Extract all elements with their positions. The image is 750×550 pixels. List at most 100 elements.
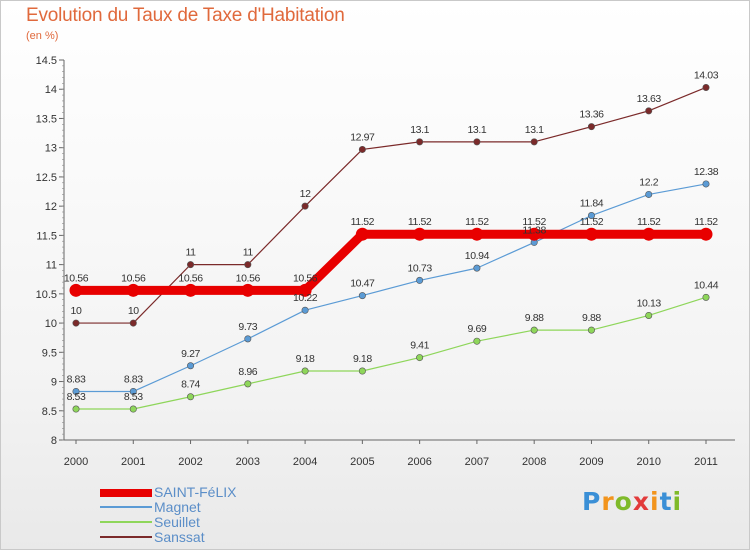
- data-label: 13.1: [467, 124, 486, 136]
- data-label: 9.69: [467, 323, 486, 335]
- data-point: [702, 83, 710, 91]
- y-tick-label: 11: [46, 260, 57, 272]
- y-tick-label: 14.5: [36, 55, 57, 67]
- data-point: [584, 227, 598, 241]
- data-label: 8.53: [67, 391, 86, 403]
- logo-letter: t: [659, 487, 673, 516]
- legend-item-seuillet: Seuillet: [100, 514, 300, 531]
- y-tick-label: 11.5: [36, 230, 57, 242]
- data-point: [241, 283, 255, 297]
- y-tick-label: 9: [51, 377, 57, 389]
- x-tick-label: 2002: [178, 456, 202, 468]
- data-point: [413, 227, 427, 241]
- data-label: 10.47: [350, 278, 375, 290]
- y-tick-label: 12: [45, 201, 57, 213]
- x-tick-label: 2004: [293, 456, 317, 468]
- data-label: 10.22: [293, 292, 318, 304]
- x-tick-label: 2005: [350, 456, 374, 468]
- data-label: 11.52: [408, 216, 432, 228]
- data-point: [298, 283, 312, 297]
- data-point: [530, 138, 538, 146]
- logo-letter: o: [614, 487, 633, 516]
- y-tick-label: 9.5: [42, 347, 57, 359]
- legend-item-sanssat: Sanssat: [100, 529, 300, 546]
- data-label: 9.18: [353, 353, 372, 365]
- data-label: 10.56: [178, 272, 203, 284]
- data-label: 10.13: [637, 297, 662, 309]
- y-tick-label: 8.5: [42, 406, 57, 418]
- x-tick-label: 2006: [407, 456, 431, 468]
- data-point: [72, 319, 80, 327]
- data-point: [301, 306, 309, 314]
- data-label: 9.18: [296, 353, 315, 365]
- y-tick-label: 12.5: [36, 172, 57, 184]
- data-point: [587, 212, 595, 220]
- data-point: [527, 227, 541, 241]
- data-label: 11: [185, 247, 196, 259]
- data-label: 12.97: [350, 131, 375, 143]
- data-label: 10.56: [236, 272, 261, 284]
- y-tick-label: 8: [51, 435, 57, 447]
- data-point: [645, 107, 653, 115]
- legend-label-seuillet: Seuillet: [154, 514, 200, 530]
- data-point: [129, 387, 137, 395]
- data-label: 11.52: [465, 216, 489, 228]
- data-point: [473, 264, 481, 272]
- data-point: [129, 319, 137, 327]
- proxiti-logo: Proxiti: [582, 487, 682, 516]
- data-label: 12.2: [639, 176, 658, 188]
- data-point: [416, 138, 424, 146]
- data-point: [645, 311, 653, 319]
- data-label: 13.1: [525, 124, 544, 136]
- data-point: [244, 335, 252, 343]
- data-point: [530, 326, 538, 334]
- data-label: 10.56: [293, 272, 318, 284]
- data-point: [69, 283, 83, 297]
- data-point: [702, 293, 710, 301]
- data-label: 11.52: [522, 216, 546, 228]
- legend-item-saint-felix: SAINT-FéLIX: [100, 484, 300, 501]
- y-tick-label: 13.5: [36, 113, 57, 125]
- data-label: 9.27: [181, 348, 200, 360]
- data-point: [244, 261, 252, 269]
- legend-swatch-sanssat: [100, 536, 152, 538]
- series-line: [75, 183, 707, 393]
- data-label: 9.88: [525, 312, 544, 324]
- data-point: [187, 362, 195, 370]
- data-point: [301, 367, 309, 375]
- x-tick-label: 2001: [121, 456, 145, 468]
- series-line: [71, 229, 711, 295]
- series-line: [75, 296, 707, 410]
- x-tick-label: 2011: [694, 456, 718, 468]
- data-point: [301, 202, 309, 210]
- data-label: 11.52: [637, 216, 661, 228]
- data-point: [587, 123, 595, 131]
- data-label: 14.03: [694, 69, 719, 81]
- legend-item-magnet: Magnet: [100, 499, 300, 516]
- data-point: [587, 326, 595, 334]
- data-point: [244, 380, 252, 388]
- data-label: 11.84: [580, 198, 604, 210]
- data-label: 11.52: [694, 216, 718, 228]
- data-point: [699, 227, 713, 241]
- data-label: 11: [243, 247, 254, 259]
- data-label: 10.94: [465, 250, 490, 262]
- data-label: 11.52: [580, 216, 604, 228]
- data-label: 8.96: [238, 366, 257, 378]
- data-point: [642, 227, 656, 241]
- data-point: [358, 367, 366, 375]
- y-tick-label: 10: [45, 318, 57, 330]
- legend-swatch-saint-felix: [100, 489, 152, 497]
- data-point: [184, 283, 198, 297]
- legend-swatch-seuillet: [100, 521, 152, 523]
- data-label: 9.41: [410, 340, 429, 352]
- data-label: 10: [71, 305, 82, 317]
- legend-label-saint-felix: SAINT-FéLIX: [154, 484, 237, 500]
- logo-letter: i: [650, 487, 660, 516]
- chart-title: Evolution du Taux de Taxe d'Habitation: [26, 5, 345, 26]
- logo-letter: P: [582, 487, 602, 516]
- data-point: [470, 227, 484, 241]
- data-point: [72, 387, 80, 395]
